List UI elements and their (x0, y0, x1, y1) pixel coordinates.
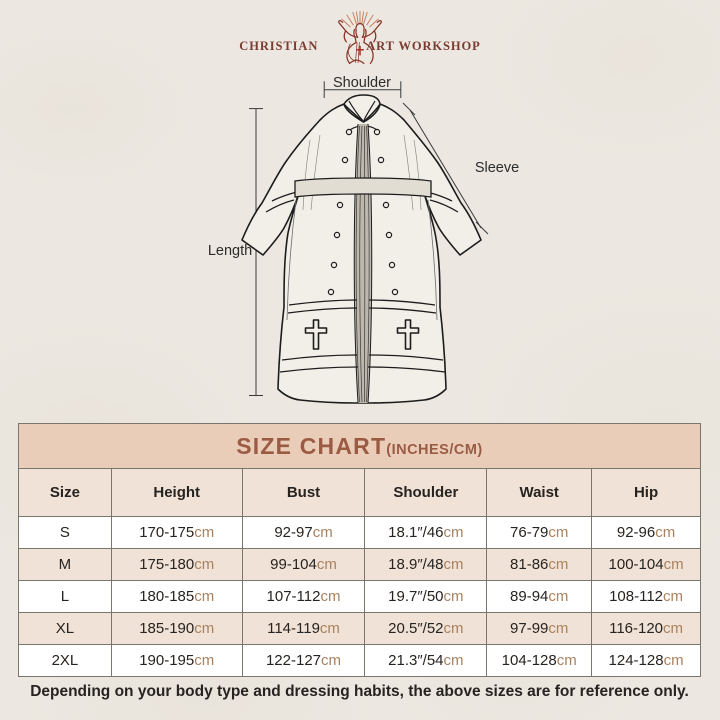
svg-text:Length: Length (208, 243, 252, 259)
svg-text:Shoulder: Shoulder (333, 75, 391, 91)
svg-text:Sleeve: Sleeve (475, 160, 519, 176)
